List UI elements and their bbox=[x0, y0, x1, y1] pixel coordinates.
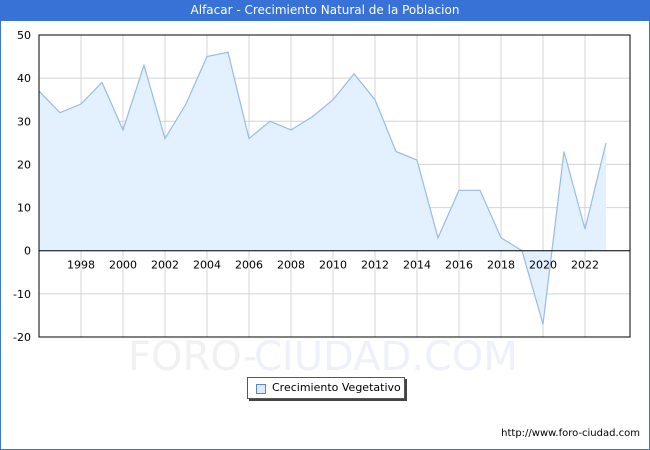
y-tick-label: 50 bbox=[17, 29, 31, 42]
y-tick-label: 0 bbox=[24, 245, 31, 258]
x-tick-label: 2000 bbox=[109, 259, 137, 272]
legend: Crecimiento Vegetativo bbox=[247, 377, 405, 399]
watermark-left: FORO- bbox=[128, 334, 257, 380]
legend-label: Crecimiento Vegetativo bbox=[272, 381, 401, 394]
legend-swatch-icon bbox=[256, 384, 266, 394]
x-tick-label: 2006 bbox=[235, 259, 263, 272]
y-axis-ticks: 50 40 30 20 10 0 -10 -20 bbox=[13, 29, 31, 344]
y-tick-label: 20 bbox=[17, 158, 31, 171]
y-tick-label: 10 bbox=[17, 202, 31, 215]
x-tick-label: 2014 bbox=[403, 259, 431, 272]
x-tick-label: 2020 bbox=[529, 259, 557, 272]
x-tick-label: 2008 bbox=[277, 259, 305, 272]
y-tick-label: 30 bbox=[17, 115, 31, 128]
x-tick-label: 2012 bbox=[361, 259, 389, 272]
y-tick-label: -20 bbox=[13, 331, 31, 344]
x-tick-label: 2002 bbox=[151, 259, 179, 272]
chart-title: Alfacar - Crecimiento Natural de la Pobl… bbox=[0, 0, 650, 21]
data-area bbox=[39, 52, 606, 325]
watermark-right: CIUDAD.COM bbox=[254, 334, 518, 380]
x-tick-label: 2004 bbox=[193, 259, 221, 272]
data-line bbox=[38, 51, 607, 325]
x-tick-label: 2010 bbox=[319, 259, 347, 272]
y-tick-label: 40 bbox=[17, 72, 31, 85]
x-tick-label: 2018 bbox=[487, 259, 515, 272]
x-tick-label: 2022 bbox=[571, 259, 599, 272]
axes bbox=[38, 34, 631, 338]
x-axis-ticks: 1998 2000 2002 2004 2006 2008 2010 2012 2014 2016… bbox=[67, 259, 599, 272]
x-tick-label: 1998 bbox=[67, 259, 95, 272]
x-tick-label: 2016 bbox=[445, 259, 473, 272]
watermark: FORO- CIUDAD.COM bbox=[128, 334, 518, 380]
y-tick-label: -10 bbox=[13, 288, 31, 301]
source-credit-link[interactable]: http://www.foro-ciudad.com bbox=[501, 428, 640, 439]
